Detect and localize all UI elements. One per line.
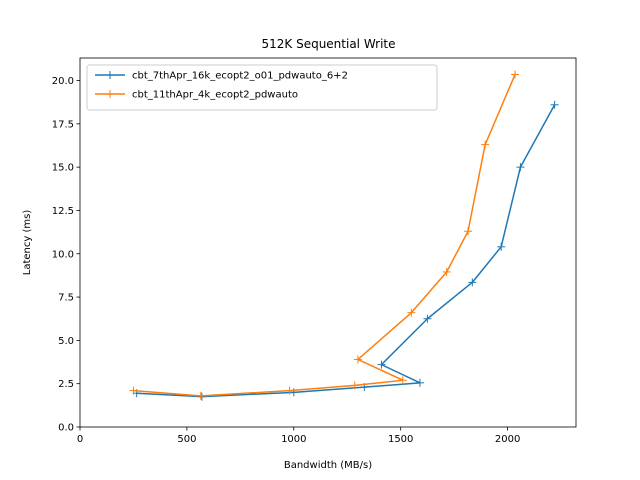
plot-background (80, 58, 576, 427)
legend-entry: cbt_7thApr_16k_ecopt2_o01_pdwauto_6+2 (95, 71, 348, 82)
data-point (197, 392, 206, 401)
legend-box (86, 64, 438, 111)
y-tick-label: 5.0 (58, 336, 74, 347)
data-point (196, 391, 205, 400)
y-axis: 0.0 2.5 5.0 7.5 10.0 12.5 15.0 17.5 20.0 (52, 76, 80, 434)
legend: cbt_7thApr_16k_ecopt2_o01_pdwauto_6+2cbt… (86, 64, 438, 111)
x-axis: 0 500 1000 1500 2000 (77, 427, 520, 445)
data-point (377, 360, 386, 369)
x-tick-label: 1500 (388, 434, 413, 445)
x-axis-label: Bandwidth (MB/s) (284, 460, 372, 471)
y-tick-label: 12.5 (52, 206, 74, 217)
x-tick-label: 1000 (281, 434, 306, 445)
data-point (511, 70, 520, 79)
y-tick-label: 10.0 (52, 249, 74, 260)
data-point (550, 100, 559, 109)
plot-frame (79, 57, 577, 428)
y-axis-label: Latency (ms) (22, 210, 33, 276)
y-tick-label: 20.0 (52, 76, 74, 87)
data-point (407, 308, 416, 317)
series-layer (129, 70, 559, 401)
data-point (415, 378, 424, 387)
y-tick-label: 7.5 (58, 293, 74, 304)
data-point (285, 386, 294, 395)
data-point (464, 227, 473, 236)
data-point (497, 242, 506, 251)
plot-area (79, 57, 577, 428)
data-point (442, 267, 451, 276)
y-tick-label: 2.5 (58, 379, 74, 390)
legend-label: cbt_7thApr_16k_ecopt2_o01_pdwauto_6+2 (132, 71, 348, 82)
legend-label: cbt_11thApr_4k_ecopt2_pdwauto (132, 90, 298, 101)
data-point (398, 376, 407, 385)
y-tick-label: 0.0 (58, 423, 74, 434)
data-point (481, 140, 490, 149)
y-tick-label: 17.5 (52, 119, 74, 130)
data-point (468, 278, 477, 287)
data-point (516, 163, 525, 172)
data-point (353, 355, 362, 364)
legend-entry: cbt_11thApr_4k_ecopt2_pdwauto (95, 90, 298, 101)
x-tick-label: 0 (77, 434, 83, 445)
data-point (350, 381, 359, 390)
chart-title: 512K Sequential Write (261, 37, 395, 51)
data-point (129, 386, 138, 395)
x-tick-label: 500 (177, 434, 196, 445)
x-tick-label: 2000 (495, 434, 520, 445)
data-point (423, 314, 432, 323)
y-tick-label: 15.0 (52, 163, 74, 174)
